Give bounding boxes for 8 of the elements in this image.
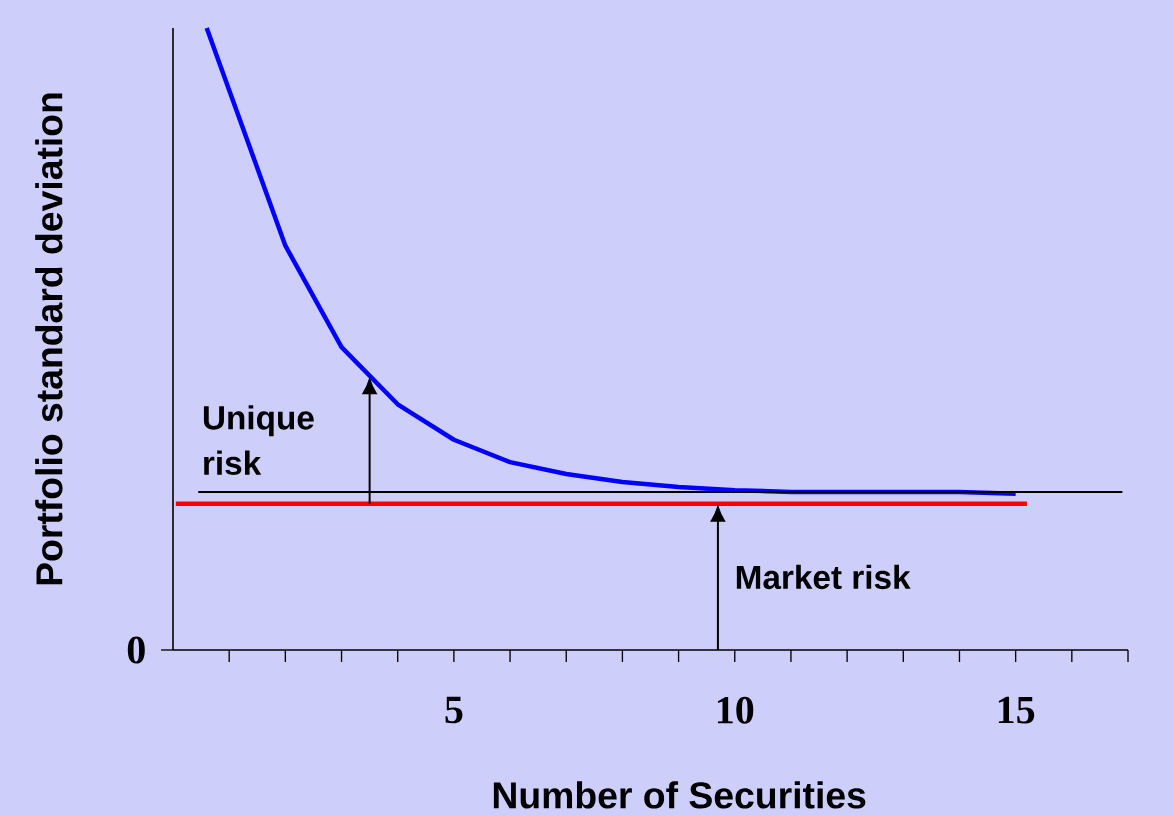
x-axis-title: Number of Securities	[493, 781, 866, 809]
y-axis-title: Portfolio standard deviation	[35, 93, 63, 585]
text: 0	[127, 636, 145, 664]
x-tick-label: 5	[445, 696, 463, 724]
annotation: Market risk	[736, 564, 911, 590]
annotation: Unique risk	[203, 405, 314, 475]
x-tick-label: 15	[998, 696, 1035, 724]
x-tick-label: 10	[717, 696, 754, 724]
